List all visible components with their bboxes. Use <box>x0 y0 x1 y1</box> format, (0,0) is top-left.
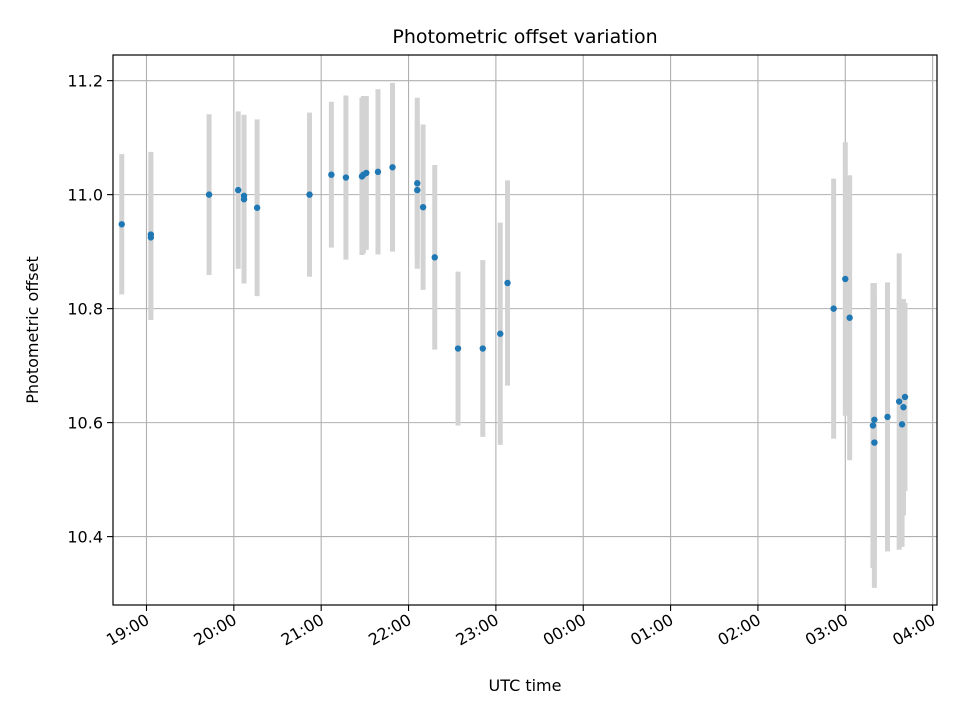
data-point <box>389 164 396 171</box>
data-point <box>253 204 261 211</box>
data-point <box>342 174 350 181</box>
data-point <box>884 413 891 421</box>
data-point <box>454 345 462 352</box>
x-axis-label: UTC time <box>489 676 562 695</box>
data-point <box>419 203 427 211</box>
y-axis-ticks: 10.4 10.6 10.8 11.0 11.2 <box>67 72 113 547</box>
y-tick-label: 10.4 <box>67 528 103 547</box>
data-point <box>900 404 907 411</box>
data-point <box>898 421 906 428</box>
data-point <box>871 439 878 446</box>
data-point <box>235 186 242 194</box>
data-point <box>842 275 849 283</box>
plot-frame <box>112 54 938 606</box>
data-point <box>414 180 421 187</box>
data-point <box>497 330 504 337</box>
data-point <box>504 279 511 287</box>
y-tick-label: 10.8 <box>67 300 103 319</box>
data-point <box>479 345 486 352</box>
data-point <box>118 221 125 228</box>
y-tick-label: 11.0 <box>67 186 103 205</box>
y-tick-label: 11.2 <box>67 72 103 91</box>
data-point <box>374 168 382 176</box>
data-point <box>431 254 438 261</box>
data-point <box>901 393 909 401</box>
data-point <box>895 398 903 405</box>
data-point <box>147 234 155 241</box>
data-point <box>205 191 213 198</box>
data-point <box>846 314 853 321</box>
data-point <box>871 416 878 423</box>
data-point <box>869 422 877 429</box>
data-points <box>118 164 909 446</box>
y-tick-label: 10.6 <box>67 414 103 433</box>
data-point <box>363 169 370 177</box>
data-point <box>414 186 421 194</box>
data-point <box>830 305 837 312</box>
data-point <box>328 171 335 178</box>
y-axis-label: Photometric offset <box>23 256 42 404</box>
chart-title: Photometric offset variation <box>392 26 657 48</box>
data-point <box>240 195 248 203</box>
data-point <box>306 191 313 198</box>
